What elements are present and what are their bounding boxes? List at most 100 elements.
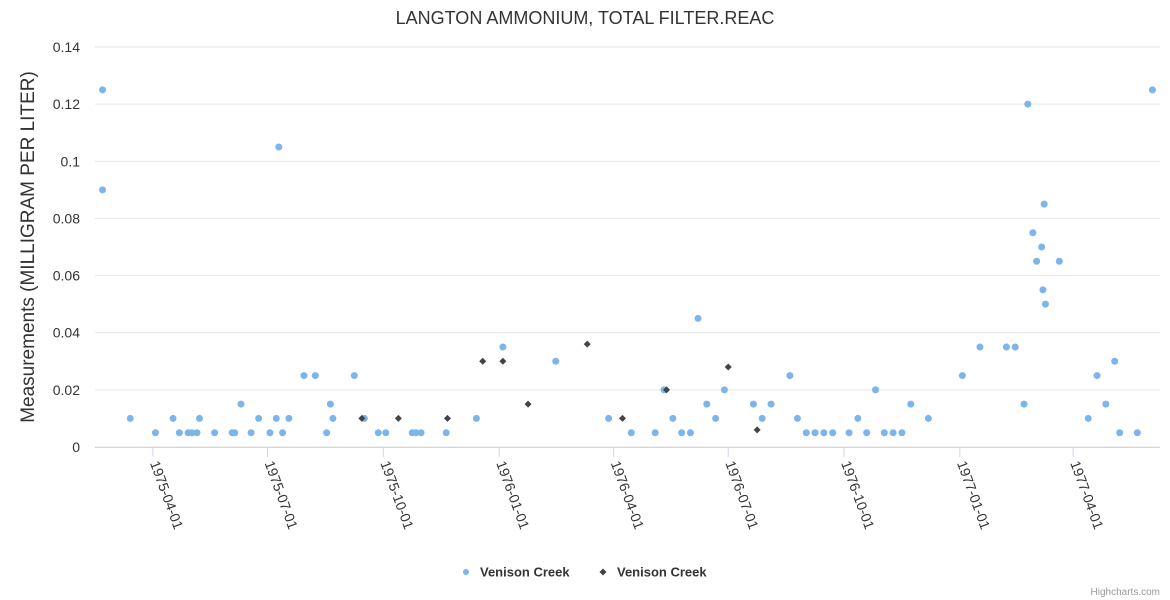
x-tick-label: 1976-01-01 (493, 459, 533, 532)
data-point-diamond[interactable] (618, 414, 626, 422)
legend-item-label[interactable]: Venison Creek (480, 565, 570, 580)
data-point[interactable] (175, 429, 183, 437)
data-point[interactable] (793, 414, 801, 422)
data-point[interactable] (1040, 200, 1048, 208)
data-point[interactable] (829, 429, 837, 437)
data-point[interactable] (720, 386, 728, 394)
data-point-diamond[interactable] (753, 426, 761, 434)
legend-item-label[interactable]: Venison Creek (617, 565, 707, 580)
data-point[interactable] (382, 429, 390, 437)
data-point[interactable] (151, 429, 159, 437)
data-point[interactable] (247, 429, 255, 437)
data-point[interactable] (880, 429, 888, 437)
data-point[interactable] (126, 414, 134, 422)
data-point[interactable] (279, 429, 287, 437)
data-point[interactable] (552, 357, 560, 365)
data-point[interactable] (275, 143, 283, 151)
data-point[interactable] (195, 414, 203, 422)
data-point[interactable] (1039, 286, 1047, 294)
data-point[interactable] (1148, 86, 1156, 94)
data-point[interactable] (820, 429, 828, 437)
data-point[interactable] (758, 414, 766, 422)
data-point[interactable] (1011, 343, 1019, 351)
data-point[interactable] (1084, 414, 1092, 422)
data-point-diamond[interactable] (394, 414, 402, 422)
data-point[interactable] (854, 414, 862, 422)
data-point[interactable] (350, 372, 358, 380)
data-point[interactable] (694, 314, 702, 322)
data-point[interactable] (627, 429, 635, 437)
data-point[interactable] (669, 414, 677, 422)
data-point[interactable] (889, 429, 897, 437)
data-point-diamond[interactable] (499, 357, 507, 365)
data-point[interactable] (266, 429, 274, 437)
data-point[interactable] (499, 343, 507, 351)
data-point[interactable] (412, 429, 420, 437)
data-point[interactable] (686, 429, 694, 437)
data-point[interactable] (749, 400, 757, 408)
data-point[interactable] (211, 429, 219, 437)
data-point-diamond[interactable] (443, 414, 451, 422)
data-point[interactable] (311, 372, 319, 380)
data-point[interactable] (442, 429, 450, 437)
data-point[interactable] (651, 429, 659, 437)
data-point[interactable] (1002, 343, 1010, 351)
data-point[interactable] (329, 414, 337, 422)
x-tick-label: 1977-01-01 (954, 459, 994, 532)
data-point[interactable] (169, 414, 177, 422)
data-point[interactable] (863, 429, 871, 437)
data-point[interactable] (924, 414, 932, 422)
legend[interactable]: Venison Creek Venison Creek (463, 565, 707, 580)
data-point[interactable] (417, 429, 425, 437)
data-point[interactable] (976, 343, 984, 351)
data-point[interactable] (907, 400, 915, 408)
y-tick-label: 0.02 (53, 382, 80, 398)
data-point[interactable] (1102, 400, 1110, 408)
data-point[interactable] (958, 372, 966, 380)
data-point[interactable] (188, 429, 196, 437)
y-axis-label: Measurements (MILLIGRAM PER LITER) (18, 71, 39, 423)
data-point[interactable] (767, 400, 775, 408)
data-point[interactable] (871, 386, 879, 394)
data-point[interactable] (845, 429, 853, 437)
data-point[interactable] (605, 414, 613, 422)
data-point-diamond[interactable] (524, 400, 532, 408)
data-point[interactable] (1111, 357, 1119, 365)
data-point[interactable] (1029, 229, 1037, 237)
data-point[interactable] (99, 186, 107, 194)
data-point-diamond[interactable] (358, 414, 366, 422)
data-point[interactable] (1055, 257, 1063, 265)
data-point[interactable] (285, 414, 293, 422)
data-point-diamond[interactable] (724, 363, 732, 371)
data-point[interactable] (326, 400, 334, 408)
data-point[interactable] (712, 414, 720, 422)
data-point[interactable] (193, 429, 201, 437)
data-point-diamond[interactable] (479, 357, 487, 365)
data-point[interactable] (374, 429, 382, 437)
data-point-diamond[interactable] (663, 386, 671, 394)
data-point[interactable] (99, 86, 107, 94)
data-point[interactable] (1038, 243, 1046, 251)
data-point[interactable] (255, 414, 263, 422)
data-point[interactable] (802, 429, 810, 437)
data-point[interactable] (300, 372, 308, 380)
data-point[interactable] (1033, 257, 1041, 265)
data-point[interactable] (1020, 400, 1028, 408)
data-point[interactable] (1133, 429, 1141, 437)
data-point[interactable] (811, 429, 819, 437)
data-point[interactable] (1116, 429, 1124, 437)
data-point[interactable] (323, 429, 331, 437)
credits-link[interactable]: Highcharts.com (1091, 587, 1160, 598)
data-point[interactable] (1093, 372, 1101, 380)
data-point[interactable] (231, 429, 239, 437)
data-point-diamond[interactable] (583, 340, 591, 348)
data-point[interactable] (786, 372, 794, 380)
data-point[interactable] (1024, 100, 1032, 108)
data-point[interactable] (472, 414, 480, 422)
data-point[interactable] (703, 400, 711, 408)
data-point[interactable] (898, 429, 906, 437)
data-point[interactable] (1041, 300, 1049, 308)
data-point[interactable] (678, 429, 686, 437)
data-point[interactable] (272, 414, 280, 422)
data-point[interactable] (237, 400, 245, 408)
